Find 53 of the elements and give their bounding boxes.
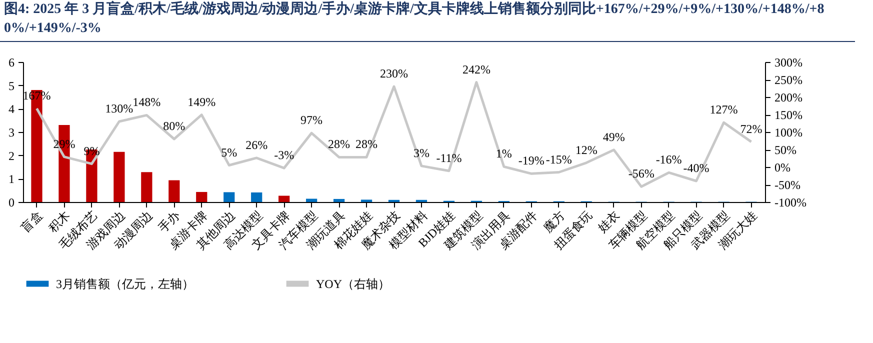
data-label: 72% <box>740 122 762 136</box>
y-tick-label: 4 <box>8 102 14 116</box>
y-tick-label: 2 <box>8 148 14 163</box>
data-label: 80% <box>163 119 186 133</box>
data-label: 12% <box>575 142 598 157</box>
data-label: 97% <box>300 113 323 128</box>
bar <box>141 172 152 202</box>
data-label: -40% <box>683 161 710 175</box>
data-label: 3% <box>413 146 430 160</box>
bar <box>196 192 208 202</box>
data-label: 149% <box>188 94 216 109</box>
bar <box>333 198 345 202</box>
bar <box>114 152 125 202</box>
data-label: 26% <box>246 138 268 152</box>
data-label: -3% <box>274 148 294 162</box>
y2-tick-label: 200% <box>774 90 802 104</box>
data-label: 127% <box>710 102 738 117</box>
bar <box>168 180 180 202</box>
data-label: 230% <box>380 66 408 80</box>
chart-title: 图4: 2025 年 3 月盲盒/积木/毛绒/游戏周边/动漫周边/手办/桌游卡牌/文具卡牌线上销售额分别同比+167%/+29%/+9%/+130%/+148%/+80%/+149%/-3% <box>0 0 855 42</box>
bar <box>306 198 318 202</box>
data-label: 1% <box>496 146 512 161</box>
x-tick-label: 盲盒 <box>18 208 46 235</box>
y2-tick-label: 250% <box>774 73 802 87</box>
y2-tick-label: 100% <box>774 126 802 140</box>
data-label: 49% <box>602 130 625 144</box>
y-tick-label: 5 <box>8 78 14 93</box>
bar <box>224 192 235 202</box>
data-label: -19% <box>518 154 544 168</box>
data-label: 5% <box>221 145 238 160</box>
y2-tick-label: 150% <box>774 108 802 122</box>
data-label: -15% <box>546 152 572 166</box>
y-tick-label: 0 <box>8 196 14 210</box>
y2-tick-label: 300% <box>774 56 802 70</box>
y2-tick-label: -50% <box>774 178 800 192</box>
y2-tick-label: 50% <box>774 143 796 157</box>
data-label: 148% <box>132 95 161 110</box>
legend-label: 3月销售额（亿元，左轴） <box>56 276 194 291</box>
legend-label: YOY（右轴） <box>316 276 390 291</box>
data-label: -16% <box>656 152 682 167</box>
y2-tick-label: 0% <box>774 160 790 174</box>
y-tick-label: 3 <box>8 126 14 140</box>
y-tick-label: 1 <box>8 172 14 186</box>
y-tick-label: 6 <box>8 56 14 70</box>
data-label: 242% <box>462 62 490 76</box>
bar <box>278 196 290 202</box>
data-label: 130% <box>105 102 134 116</box>
data-label: -11% <box>436 150 462 165</box>
data-label: 28% <box>328 137 350 152</box>
data-label: -56% <box>628 166 654 181</box>
data-label: 28% <box>356 137 378 152</box>
bar <box>251 192 262 202</box>
y2-tick-label: -100% <box>774 196 806 210</box>
